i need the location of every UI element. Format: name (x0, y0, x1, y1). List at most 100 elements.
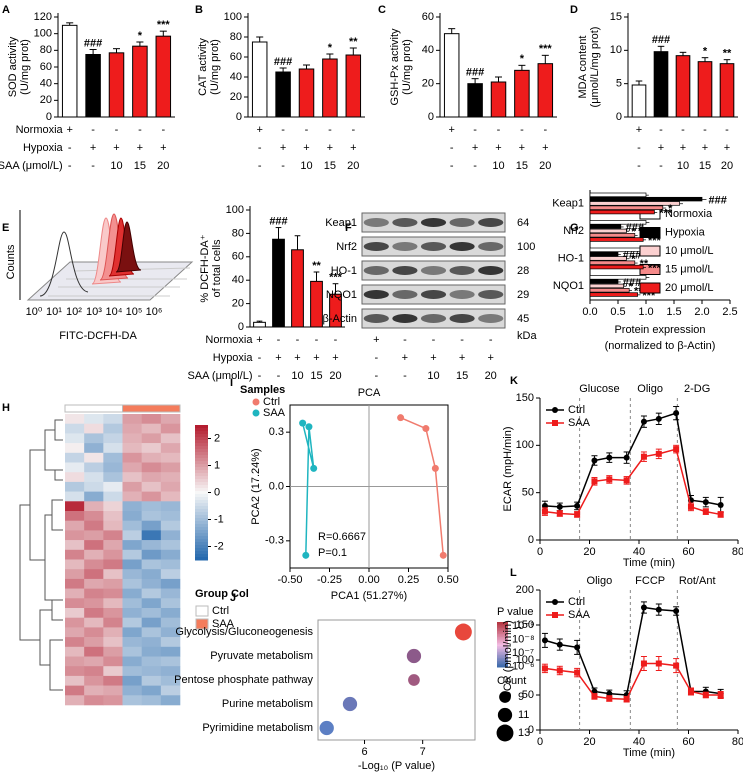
table-cell: + (303, 142, 309, 154)
heat-cell (160, 627, 181, 638)
colorbar-step (497, 652, 508, 654)
colorbar-step (497, 640, 508, 642)
significance: *** (539, 43, 553, 55)
heat-cell (141, 559, 162, 570)
colorbar-step (195, 476, 208, 480)
bar (589, 260, 636, 265)
legend-label: 15 μmol/L (665, 263, 714, 275)
colorbar-label: 10⁻⁹ (512, 620, 535, 632)
colorbar-step (497, 661, 508, 663)
colorbar-step (195, 497, 208, 501)
significance: ### (84, 37, 102, 49)
point (655, 450, 662, 457)
y-tick-label: 0 (528, 534, 534, 546)
table-cell: - (277, 334, 281, 346)
colorbar-step (195, 506, 208, 510)
point (673, 410, 680, 417)
heat-cell (84, 569, 104, 580)
heat-cell (65, 511, 85, 521)
legend-label: SAA (263, 407, 286, 419)
heat-cell (65, 598, 85, 609)
table-cell: + (402, 352, 408, 364)
heat-cell (141, 530, 162, 541)
colorbar-step (195, 482, 208, 486)
significance: ** (723, 48, 732, 60)
table-cell: 15 (324, 160, 336, 172)
heat-cell (141, 569, 162, 580)
colorbar-step (195, 452, 208, 456)
band-label: Keap1 (325, 217, 357, 229)
heat-cell (160, 540, 181, 551)
panel-label: K (510, 375, 518, 387)
heat-cell (65, 588, 85, 599)
bar (589, 233, 636, 238)
table-cell: - (489, 334, 493, 346)
heat-cell (84, 472, 104, 483)
heat-cell (103, 549, 123, 560)
x-axis-label: Time (min) (623, 747, 675, 759)
colorbar-step (497, 644, 508, 647)
y-tick-label: 100 (224, 11, 242, 23)
table-cell: - (681, 124, 685, 136)
table-cell: + (542, 142, 548, 154)
table-row-label: SAA (μmol/L) (0, 160, 63, 172)
legend-swatch (639, 245, 661, 257)
y-tick-label: 40 (40, 78, 52, 90)
flow-histogram (19, 210, 194, 301)
table-cell: + (495, 142, 501, 154)
heat-cell (141, 646, 162, 657)
bar (589, 264, 644, 270)
bar (589, 228, 627, 234)
colorbar-step (195, 473, 208, 477)
heat-cell (141, 627, 162, 638)
heat-cell (141, 520, 162, 531)
heat-cell (65, 472, 85, 483)
heat-cell (160, 675, 181, 686)
point (606, 690, 613, 697)
legend-title: P value (497, 606, 534, 618)
category-label: NQO1 (553, 280, 584, 292)
x-tick-label: 80 (732, 736, 743, 748)
heat-cell (84, 443, 104, 454)
point (623, 696, 630, 703)
y-axis-label: (U/mg prot) (209, 39, 221, 95)
heat-cell (103, 472, 123, 483)
x-tick-label: -0.50 (277, 574, 302, 586)
heat-cell (65, 627, 85, 638)
annotation: P=0.1 (318, 547, 347, 559)
blot-band (449, 242, 475, 251)
panel-label: C (378, 4, 386, 16)
blot-band (420, 218, 447, 227)
colorbar-step (497, 647, 508, 650)
point (397, 414, 405, 422)
heat-cell (141, 433, 162, 444)
heat-cell (65, 443, 85, 454)
legend-label: SAA (568, 609, 591, 621)
point (591, 693, 598, 700)
heat-cell (84, 462, 104, 473)
heat-cell (65, 685, 85, 696)
colorbar-label: -1 (214, 513, 224, 525)
table-cell: - (403, 370, 407, 382)
colorbar-step (195, 431, 208, 435)
y-tick-label: 0.0 (269, 480, 284, 492)
histogram-y-label: Counts (5, 244, 17, 279)
x-tick-label: 0.0 (582, 306, 597, 318)
table-cell: + (472, 142, 478, 154)
table-cell: - (520, 124, 524, 136)
heat-cell (84, 578, 104, 589)
table-cell: - (68, 160, 72, 172)
table-cell: + (350, 142, 356, 154)
significance: * (628, 281, 633, 293)
table-cell: - (450, 142, 454, 154)
legend-label: Ctrl (568, 596, 585, 608)
colorbar-label: 2 (214, 432, 220, 444)
table-cell: 10 (492, 160, 504, 172)
table-cell: - (91, 160, 95, 172)
heat-cell (84, 617, 104, 628)
x-tick-label: 40 (633, 546, 645, 558)
band-kda: 28 (517, 265, 529, 277)
table-cell: - (281, 124, 285, 136)
x-tick-label: 0.5 (610, 306, 625, 318)
